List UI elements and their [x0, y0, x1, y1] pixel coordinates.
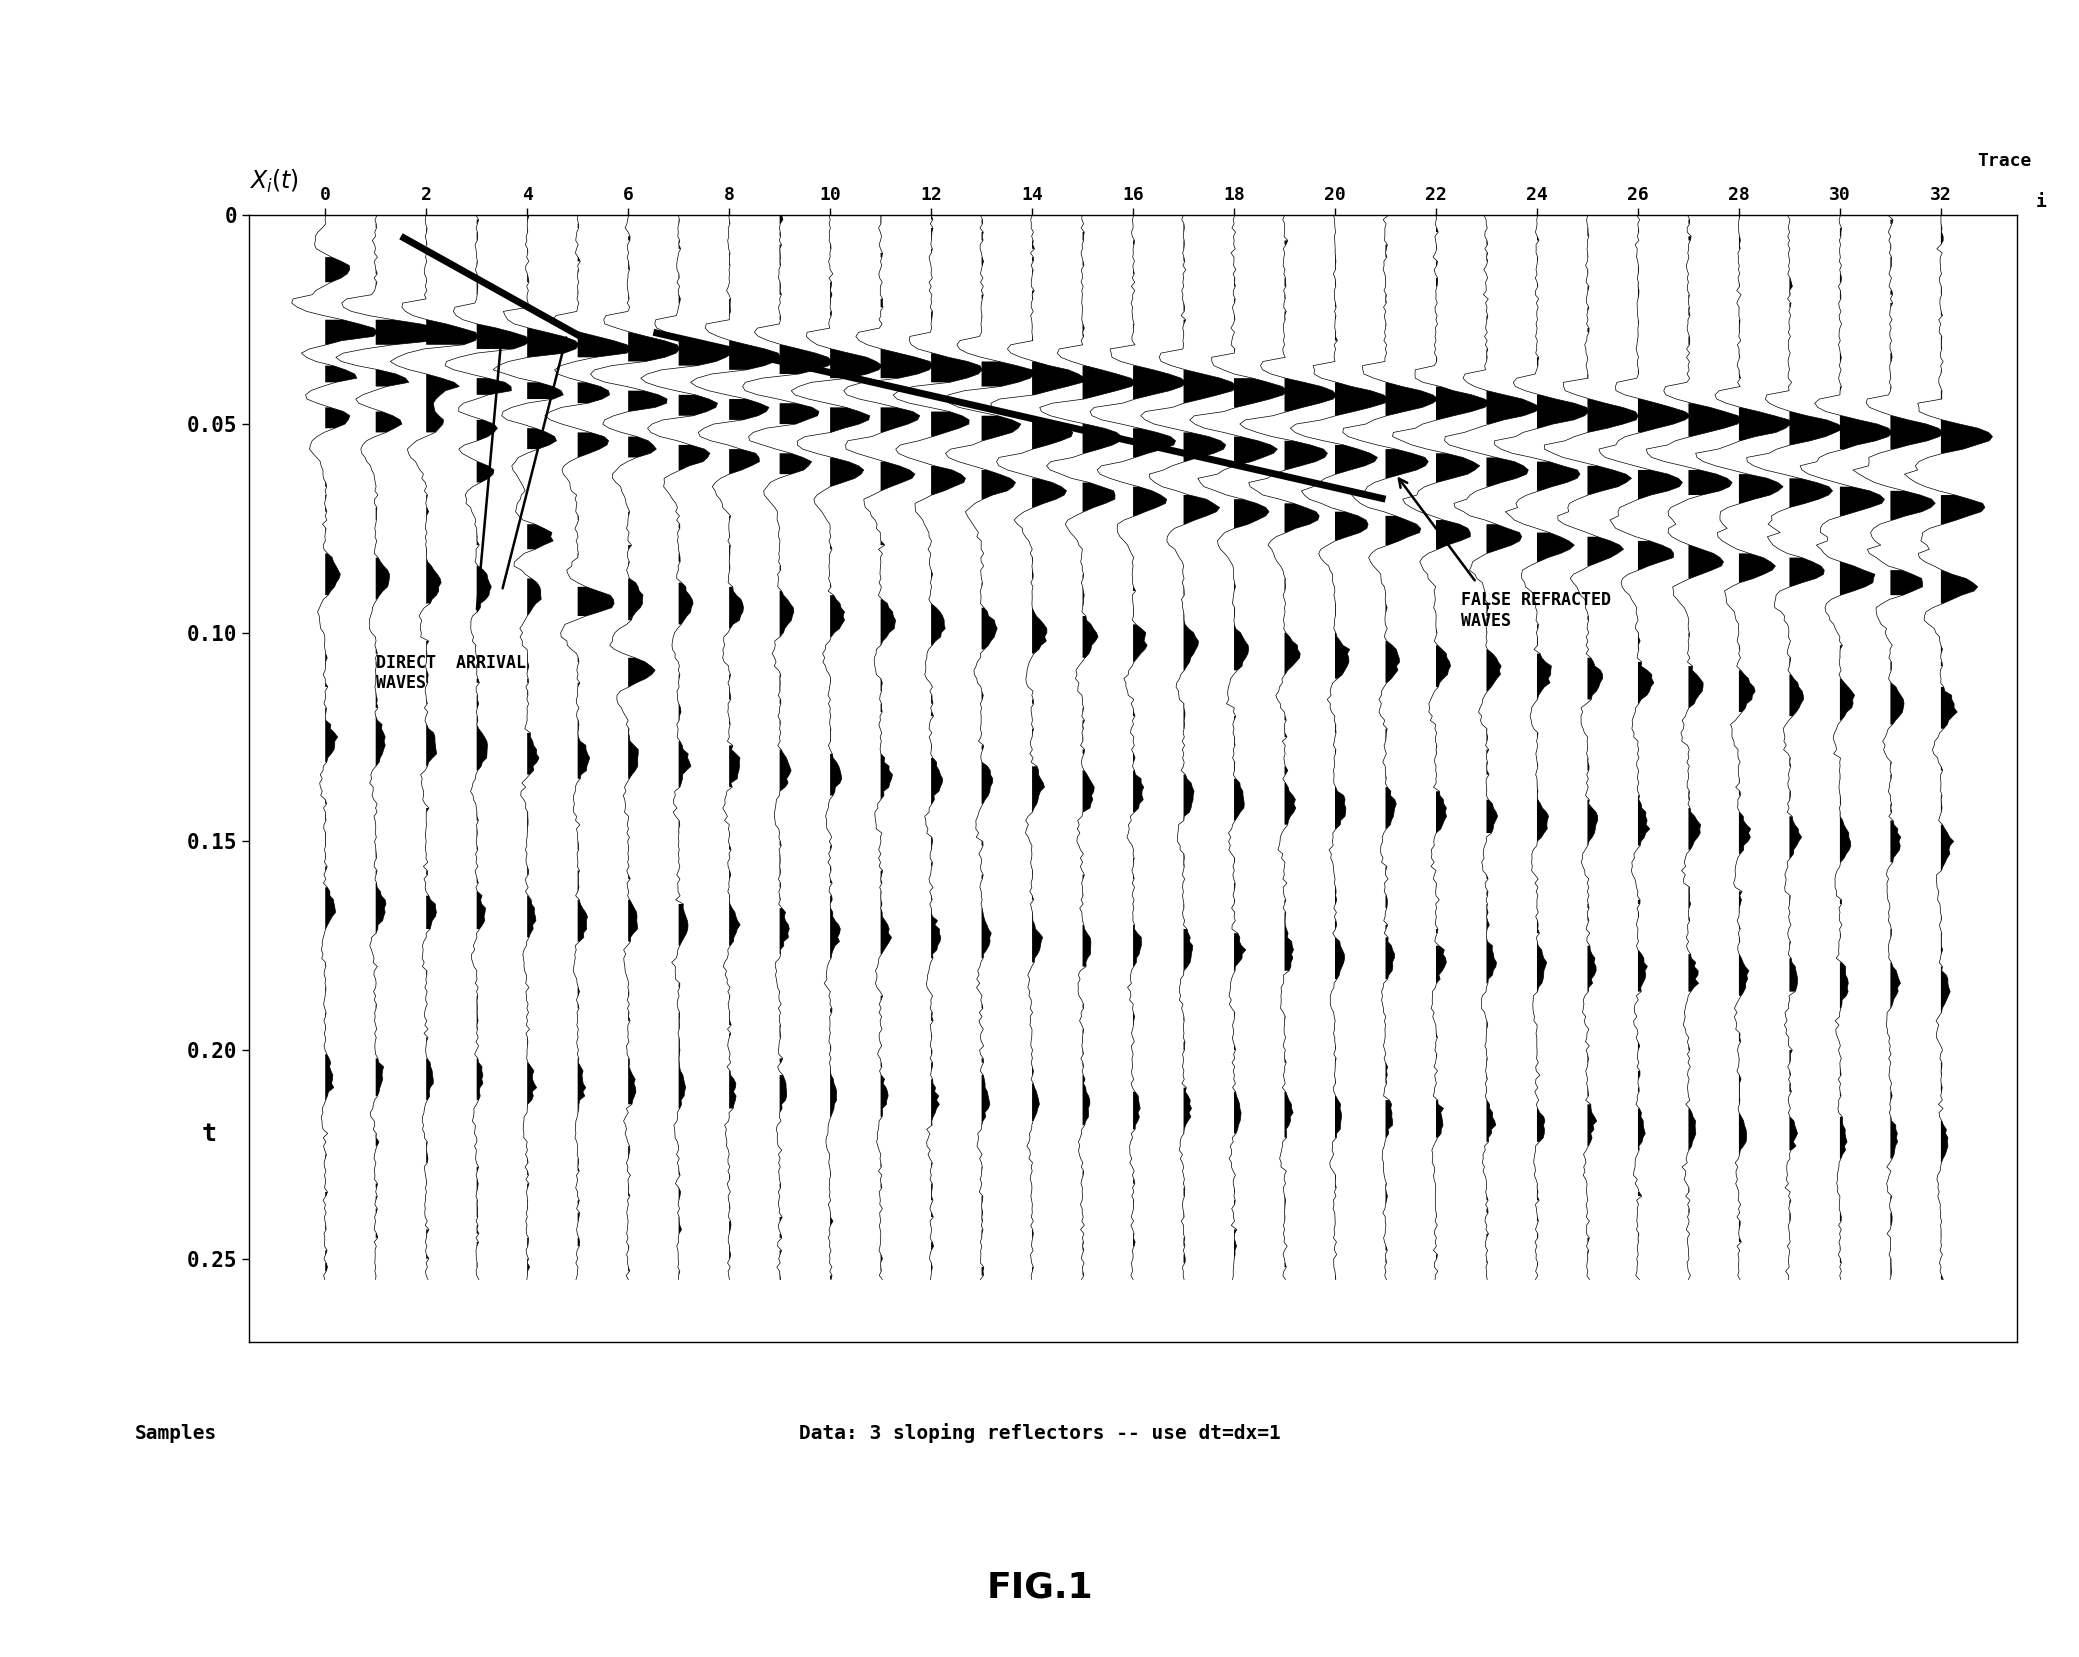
Text: DIRECT  ARRIVAL
WAVES: DIRECT ARRIVAL WAVES [376, 653, 526, 693]
Text: Samples: Samples [135, 1423, 218, 1443]
Text: FIG.1: FIG.1 [985, 1571, 1094, 1604]
Text: Trace: Trace [1977, 151, 2031, 169]
Text: t: t [202, 1122, 216, 1145]
Text: Data: 3 sloping reflectors -- use dt=dx=1: Data: 3 sloping reflectors -- use dt=dx=… [798, 1423, 1281, 1443]
Text: i: i [2035, 194, 2048, 210]
Text: FALSE REFRACTED
WAVES: FALSE REFRACTED WAVES [1462, 592, 1611, 630]
Text: $X_i(t)$: $X_i(t)$ [249, 167, 299, 194]
